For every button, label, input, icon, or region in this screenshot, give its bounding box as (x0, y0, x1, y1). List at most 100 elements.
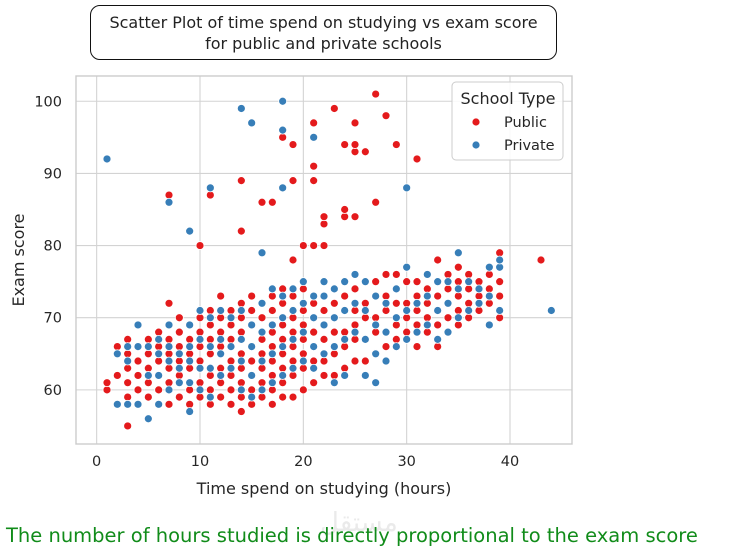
public-point (267, 385, 277, 395)
private-point (267, 349, 277, 359)
public-point (236, 378, 246, 388)
private-point (288, 363, 298, 373)
public-point (443, 270, 453, 279)
public-point (391, 334, 401, 344)
public-point (102, 385, 112, 395)
public-point (484, 298, 494, 308)
private-point (257, 385, 267, 395)
public-point (381, 342, 391, 351)
public-point (247, 385, 257, 395)
public-point (495, 248, 505, 258)
public-point (319, 306, 329, 315)
private-point (205, 392, 215, 402)
private-point (112, 399, 122, 409)
private-point (340, 334, 350, 344)
private-point (309, 313, 319, 323)
public-point (123, 378, 133, 388)
private-point (226, 313, 236, 323)
private-point (247, 118, 257, 128)
public-point (288, 392, 298, 402)
private-point (154, 399, 164, 409)
private-point (154, 349, 164, 359)
public-point (247, 399, 257, 409)
public-point (309, 176, 319, 186)
private-point (216, 306, 226, 315)
public-point (309, 356, 319, 366)
public-point (236, 176, 246, 186)
public-point (205, 306, 215, 315)
public-point (412, 277, 422, 287)
private-point (195, 306, 205, 315)
public-point (205, 371, 215, 380)
private-point (319, 349, 329, 359)
private-point (236, 356, 246, 366)
public-point (226, 320, 236, 330)
private-point (174, 363, 184, 373)
public-point (422, 298, 432, 308)
public-point (443, 284, 453, 294)
chart-title-line-2: for public and private schools (205, 33, 442, 53)
legend-box (451, 81, 564, 161)
public-point (185, 334, 195, 344)
public-point (267, 306, 277, 315)
public-point (226, 399, 236, 409)
public-point (236, 349, 246, 359)
private-point (391, 284, 401, 294)
private-point (360, 371, 370, 380)
public-point (391, 140, 401, 149)
public-point (350, 320, 360, 330)
private-point (329, 313, 339, 323)
private-point (133, 342, 143, 351)
public-point (453, 277, 463, 287)
public-point (278, 334, 288, 344)
private-point (433, 306, 443, 315)
public-point (412, 320, 422, 330)
public-point (319, 356, 329, 366)
private-point (247, 392, 257, 402)
public-point (195, 313, 205, 323)
public-point (278, 363, 288, 373)
private-point (495, 306, 505, 315)
public-point (464, 298, 474, 308)
private-point (288, 306, 298, 315)
public-point (236, 327, 246, 337)
private-point (216, 334, 226, 344)
private-point (381, 356, 391, 366)
private-point (464, 277, 474, 287)
public-point (433, 255, 443, 265)
private-point (205, 313, 215, 323)
public-point (123, 363, 133, 373)
private-point (257, 356, 267, 366)
private-point (278, 291, 288, 301)
public-point (267, 371, 277, 380)
public-point (402, 327, 412, 337)
public-point (298, 320, 308, 330)
y-tick-label: 100 (34, 94, 62, 110)
public-point (340, 212, 350, 222)
private-point (278, 125, 288, 135)
public-point (236, 226, 246, 236)
public-point (257, 392, 267, 402)
public-point (195, 392, 205, 402)
public-point (319, 371, 329, 380)
public-point (360, 313, 370, 323)
public-point (412, 342, 422, 351)
private-point (185, 356, 195, 366)
public-point (360, 147, 370, 157)
public-point (371, 277, 381, 287)
public-point (236, 298, 246, 308)
private-point (298, 277, 308, 287)
public-point (143, 378, 153, 388)
public-point (278, 392, 288, 402)
legend-label-private: Private (504, 138, 555, 154)
private-point (288, 334, 298, 344)
private-point (453, 313, 463, 323)
public-point (205, 385, 215, 395)
public-point (278, 284, 288, 294)
private-point (257, 327, 267, 337)
public-point (350, 356, 360, 366)
public-point (205, 399, 215, 409)
private-point (298, 327, 308, 337)
private-point (247, 342, 257, 351)
public-point (154, 342, 164, 351)
